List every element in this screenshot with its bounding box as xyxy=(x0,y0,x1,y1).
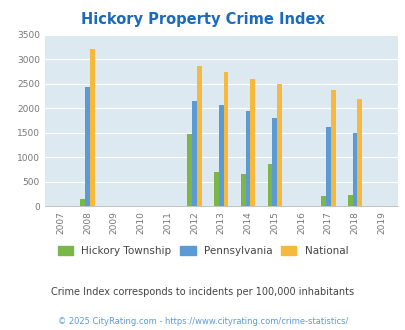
Bar xyxy=(218,105,223,206)
Text: © 2025 CityRating.com - https://www.cityrating.com/crime-statistics/: © 2025 CityRating.com - https://www.city… xyxy=(58,317,347,326)
Bar xyxy=(80,199,85,206)
Text: Hickory Property Crime Index: Hickory Property Crime Index xyxy=(81,12,324,26)
Bar xyxy=(240,174,245,206)
Legend: Hickory Township, Pennsylvania, National: Hickory Township, Pennsylvania, National xyxy=(53,242,352,260)
Bar xyxy=(223,72,228,206)
Bar xyxy=(320,196,325,206)
Bar xyxy=(196,66,201,206)
Bar xyxy=(277,84,281,206)
Bar xyxy=(267,164,272,206)
Bar xyxy=(187,134,192,206)
Bar xyxy=(272,118,277,206)
Bar xyxy=(90,50,94,206)
Bar xyxy=(347,195,352,206)
Bar xyxy=(85,86,90,206)
Bar xyxy=(352,133,356,206)
Text: Crime Index corresponds to incidents per 100,000 inhabitants: Crime Index corresponds to incidents per… xyxy=(51,287,354,297)
Bar xyxy=(250,79,255,206)
Bar xyxy=(245,111,250,206)
Bar xyxy=(213,172,218,206)
Bar xyxy=(356,99,361,206)
Bar xyxy=(192,101,196,206)
Bar xyxy=(330,90,335,206)
Bar xyxy=(325,127,330,206)
